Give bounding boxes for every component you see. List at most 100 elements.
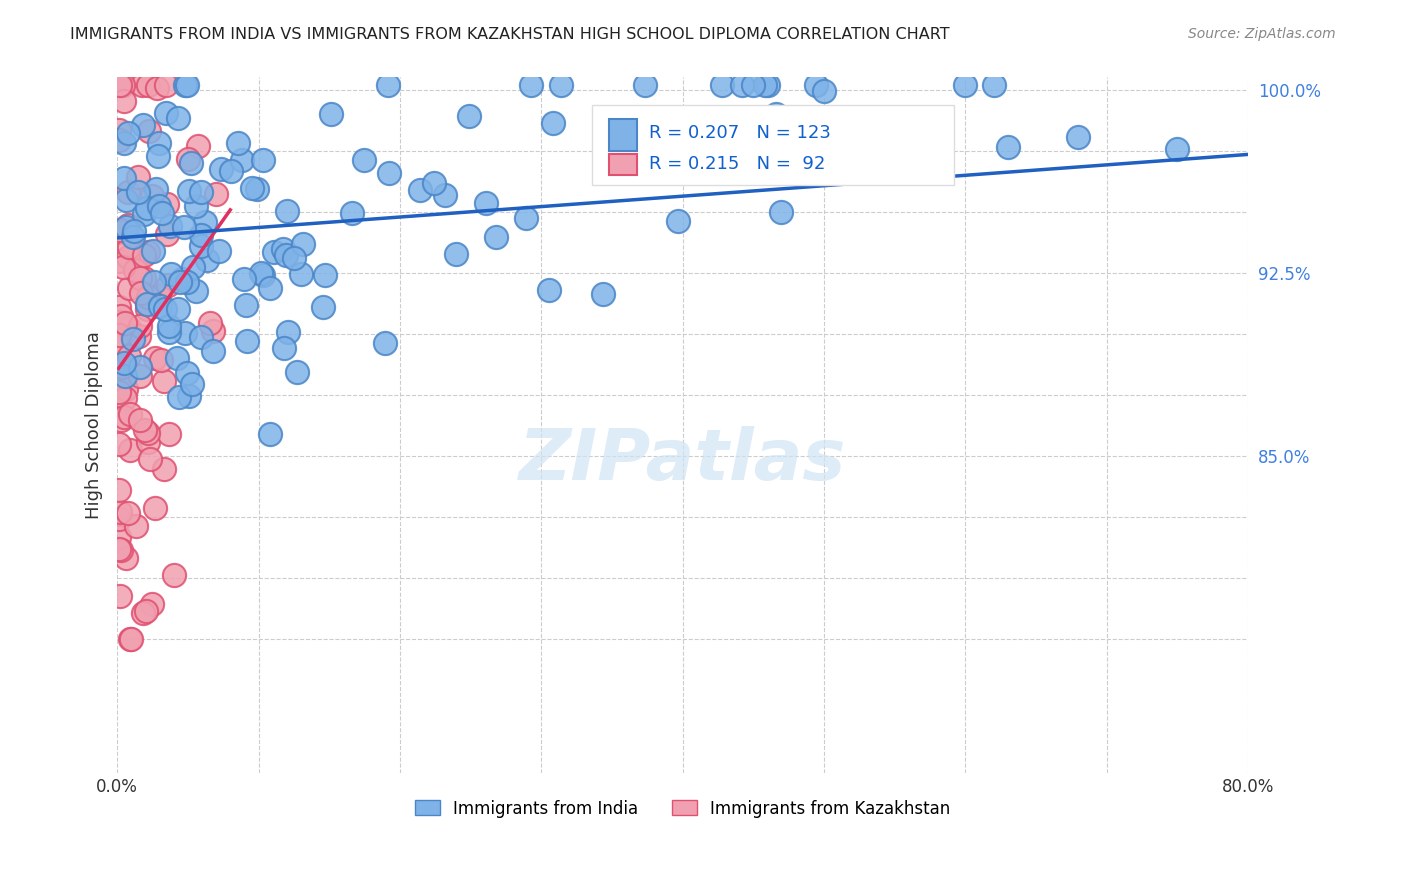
Point bbox=[166, 351, 188, 366]
Point bbox=[157, 325, 180, 339]
Legend: Immigrants from India, Immigrants from Kazakhstan: Immigrants from India, Immigrants from K… bbox=[408, 793, 957, 824]
Point bbox=[176, 276, 198, 290]
Point bbox=[202, 344, 225, 359]
Point bbox=[145, 182, 167, 196]
Point bbox=[274, 248, 297, 262]
Point bbox=[742, 78, 765, 92]
Point bbox=[813, 84, 835, 98]
Point bbox=[236, 334, 259, 349]
Point bbox=[136, 244, 159, 259]
Point bbox=[153, 302, 176, 317]
Point bbox=[290, 267, 312, 281]
Point bbox=[184, 285, 207, 299]
Point bbox=[117, 185, 139, 199]
Text: ZIPatlas: ZIPatlas bbox=[519, 425, 846, 495]
Point bbox=[128, 329, 150, 343]
Point bbox=[1166, 142, 1188, 156]
Point bbox=[118, 280, 141, 294]
Point bbox=[174, 326, 197, 340]
Point bbox=[190, 227, 212, 242]
Point bbox=[423, 176, 446, 190]
Point bbox=[156, 197, 179, 211]
Point bbox=[108, 512, 131, 526]
Point bbox=[146, 149, 169, 163]
Point bbox=[409, 183, 432, 197]
Point bbox=[353, 153, 375, 168]
Point bbox=[115, 193, 138, 207]
Point bbox=[198, 316, 221, 330]
Point bbox=[195, 253, 218, 268]
Point bbox=[136, 201, 159, 215]
Point bbox=[845, 142, 868, 156]
Text: Source: ZipAtlas.com: Source: ZipAtlas.com bbox=[1188, 27, 1336, 41]
Point bbox=[111, 260, 134, 275]
Point bbox=[114, 219, 136, 234]
Point bbox=[176, 367, 198, 381]
Point bbox=[125, 263, 148, 277]
Point bbox=[150, 206, 173, 220]
Point bbox=[259, 281, 281, 295]
Point bbox=[149, 299, 172, 313]
Point bbox=[110, 309, 132, 323]
Point bbox=[136, 290, 159, 304]
Point bbox=[141, 244, 163, 259]
Point bbox=[983, 78, 1005, 92]
Point bbox=[138, 123, 160, 137]
FancyBboxPatch shape bbox=[592, 105, 955, 186]
Point bbox=[136, 434, 159, 449]
FancyBboxPatch shape bbox=[609, 120, 637, 151]
Point bbox=[997, 139, 1019, 153]
Point bbox=[173, 219, 195, 234]
Point bbox=[122, 224, 145, 238]
Point bbox=[246, 182, 269, 196]
Point bbox=[117, 250, 139, 264]
Point bbox=[174, 78, 197, 92]
Point bbox=[107, 315, 129, 329]
Point bbox=[143, 501, 166, 516]
Point bbox=[160, 267, 183, 281]
Point bbox=[157, 427, 180, 442]
Point bbox=[132, 270, 155, 285]
Point bbox=[190, 239, 212, 253]
Point bbox=[118, 240, 141, 254]
Point bbox=[107, 385, 129, 400]
Point bbox=[117, 506, 139, 520]
Point bbox=[277, 325, 299, 339]
Point bbox=[159, 319, 181, 334]
Point bbox=[128, 360, 150, 375]
Point bbox=[205, 187, 228, 202]
Point bbox=[250, 266, 273, 280]
Point bbox=[194, 215, 217, 229]
Point bbox=[112, 94, 135, 108]
Point bbox=[114, 391, 136, 405]
Point bbox=[131, 606, 153, 620]
Point bbox=[176, 78, 198, 92]
Point bbox=[108, 530, 131, 544]
Point bbox=[110, 542, 132, 557]
Point bbox=[118, 407, 141, 421]
Point bbox=[129, 369, 152, 384]
Point bbox=[155, 227, 177, 241]
Point bbox=[107, 327, 129, 342]
Point bbox=[108, 223, 131, 237]
Point bbox=[110, 412, 132, 426]
Point bbox=[141, 597, 163, 611]
Point bbox=[474, 195, 496, 210]
Point bbox=[592, 287, 614, 301]
Point bbox=[148, 289, 170, 303]
Point bbox=[1067, 129, 1090, 144]
Point bbox=[127, 185, 149, 199]
Point bbox=[183, 260, 205, 275]
Point bbox=[141, 189, 163, 203]
Point bbox=[169, 275, 191, 289]
Point bbox=[146, 81, 169, 95]
Point bbox=[134, 207, 156, 221]
Point bbox=[107, 541, 129, 556]
Point bbox=[155, 78, 177, 92]
Point bbox=[312, 300, 335, 314]
Point bbox=[731, 78, 754, 92]
Point bbox=[184, 199, 207, 213]
Point bbox=[122, 328, 145, 343]
Point bbox=[177, 389, 200, 403]
Point bbox=[166, 301, 188, 316]
